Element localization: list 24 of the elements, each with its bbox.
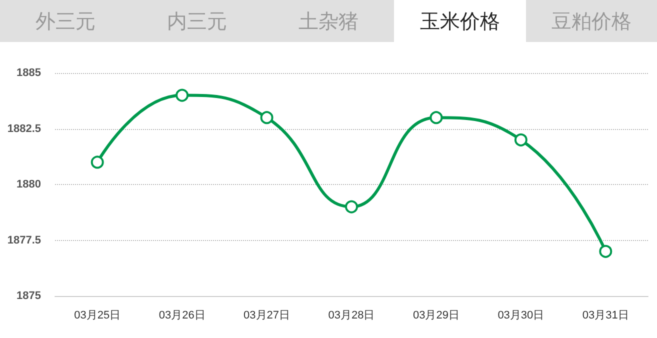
- y-tick-label: 1882.5: [7, 122, 41, 135]
- point: [599, 244, 612, 258]
- text: 内三元: [166, 8, 228, 35]
- chart-title: 玉米价格: [394, 0, 526, 42]
- y-tick-label: 1885: [16, 67, 41, 79]
- x-tick-label: 03月28日: [328, 310, 375, 322]
- y-tick-label: 1880: [16, 178, 41, 190]
- x-tick-label: 03月27日: [244, 310, 290, 322]
- point: [260, 111, 274, 124]
- point: [514, 133, 528, 146]
- y-tick-label: 1875: [16, 290, 41, 302]
- point: [90, 156, 104, 169]
- point: [430, 111, 443, 124]
- y-tick-label: 1877.5: [7, 234, 41, 246]
- point: [176, 88, 189, 102]
- x-tick-label: 03月30日: [498, 310, 544, 322]
- x-tick-label: 03月25日: [74, 310, 121, 322]
- text: 豆粕价格: [550, 8, 632, 35]
- text: 外三元: [34, 8, 97, 35]
- x-tick-label: 03月29日: [412, 310, 460, 322]
- point: [345, 200, 358, 214]
- x-tick-label: 03月26日: [158, 310, 206, 322]
- text: 土杂猪: [298, 8, 360, 35]
- x-tick-label: 03月31日: [582, 310, 629, 322]
